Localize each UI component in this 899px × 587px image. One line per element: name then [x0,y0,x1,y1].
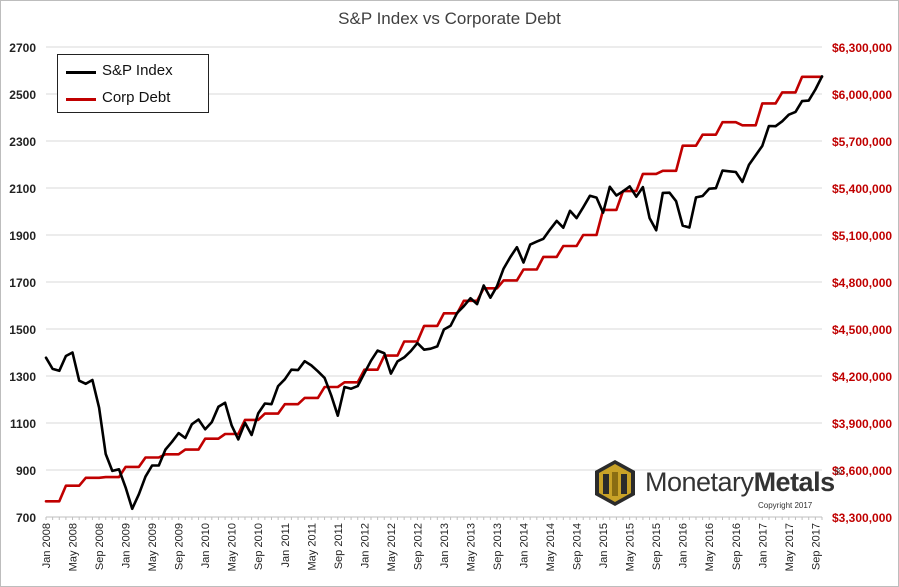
left-tick-label: 900 [16,464,36,478]
legend-swatch-corp-debt [66,98,96,101]
left-tick-label: 1900 [9,229,36,243]
x-tick-label: Sep 2009 [174,523,186,570]
x-tick-label: Sep 2017 [810,523,822,570]
logo-word-monetary: Monetary [645,467,754,497]
legend-label-sp-index: S&P Index [102,62,173,79]
right-tick-label: $4,800,000 [832,276,892,290]
x-tick-label: Jan 2017 [757,523,769,568]
series-layer [44,75,824,511]
right-tick-label: $4,500,000 [832,323,892,337]
right-tick-label: $6,000,000 [832,88,892,102]
right-tick-label: $5,400,000 [832,182,892,196]
x-tick-label: May 2010 [227,523,239,571]
x-tick-label: Sep 2011 [333,523,345,569]
right-tick-label: $4,200,000 [832,370,892,384]
x-tick-label: Sep 2013 [492,523,504,570]
copyright-text: Copyright 2017 [758,501,813,510]
logo-word-metals: Metals [753,467,836,497]
x-axis: Jan 2008 May 2008 Sep 2008 Jan 2009 May 2009… [41,516,823,571]
x-tick-label: May 2014 [545,523,557,571]
right-tick-label: $5,700,000 [832,135,892,149]
right-tick-label: $6,300,000 [832,41,892,55]
left-tick-label: 2500 [9,88,36,102]
legend-label-corp-debt: Corp Debt [102,89,171,106]
x-tick-label: Sep 2010 [253,523,265,570]
left-tick-label: 1100 [10,417,36,431]
left-tick-label: 1700 [9,276,36,290]
left-tick-label: 2300 [9,135,36,149]
x-tick-label: Sep 2008 [94,523,106,570]
x-tick-label: Jan 2015 [598,523,610,568]
x-tick-label: May 2016 [704,523,716,571]
x-tick-label: Jan 2010 [200,523,212,568]
right-tick-label: $3,900,000 [832,417,892,431]
chart-title: S&P Index vs Corporate Debt [338,9,561,28]
x-tick-label: Jan 2008 [41,523,53,568]
left-tick-label: 700 [16,511,36,525]
x-tick-label: Sep 2016 [731,523,743,570]
right-tick-label: $3,600,000 [832,464,892,478]
x-tick-label: Jan 2014 [519,523,531,568]
monetary-metals-logo: MonetaryMetals® Copyright 2017 [593,459,842,515]
left-tick-label: 1500 [9,323,36,337]
x-tick-label: Jan 2009 [121,523,133,568]
left-tick-label: 1300 [9,370,36,384]
x-tick-label: May 2011 [306,523,318,571]
gridlines [46,46,822,518]
chart-legend: S&P Index Corp Debt [57,54,209,113]
logo-registered-mark: ® [834,467,842,478]
left-tick-label: 2700 [9,41,36,55]
x-tick-label: May 2013 [465,523,477,571]
x-tick-label: Jan 2012 [359,523,371,568]
x-tick-label: May 2015 [625,523,637,571]
x-tick-label: Jan 2013 [439,523,451,568]
x-tick-label: May 2012 [386,523,398,571]
series-line-corp-debt [44,75,824,503]
x-tick-label: May 2017 [784,523,796,571]
x-tick-label: Sep 2015 [651,523,663,570]
x-tick-label: Jan 2016 [678,523,690,568]
legend-swatch-sp-index [66,71,96,74]
series-line-sp-index [44,75,824,511]
right-axis: $6,300,000 $6,000,000 $5,700,000 $5,400,000… [832,41,892,525]
x-tick-label: May 2008 [68,523,80,571]
logo-wordmark: MonetaryMetals® [645,467,842,498]
right-tick-label: $5,100,000 [832,229,892,243]
right-tick-label: $3,300,000 [832,511,892,525]
x-tick-label: Jan 2011 [280,523,292,567]
x-tick-label: Sep 2012 [412,523,424,570]
x-tick-label: May 2009 [147,523,159,571]
x-tick-label: Sep 2014 [572,523,584,570]
logo-mark-icon [595,460,635,506]
left-tick-label: 2100 [9,182,36,196]
left-axis: 2700 2500 2300 2100 1900 1700 1500 1300 1100 900 7… [9,41,36,525]
